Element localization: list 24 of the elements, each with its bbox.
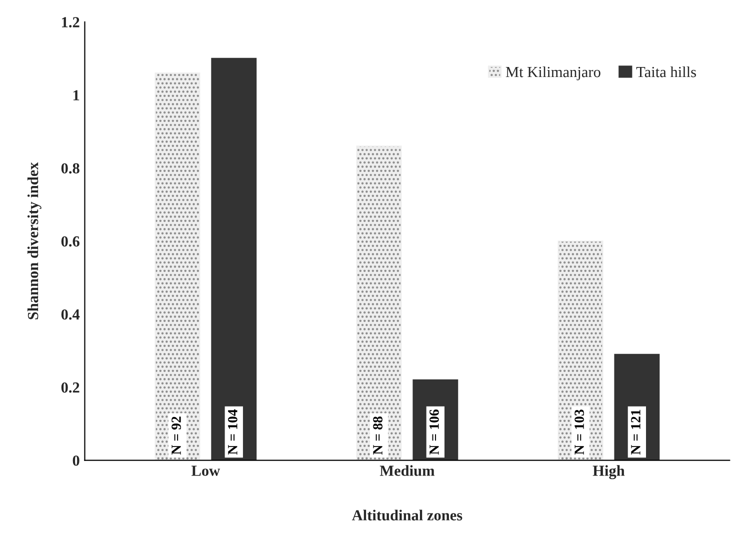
annotation: N = 104: [228, 409, 238, 455]
legend-label: Mt Kilimanjaro: [506, 66, 600, 80]
annotation: N = 103: [574, 410, 584, 455]
annotation: N = 92: [172, 416, 181, 455]
bar: [211, 58, 257, 460]
annotation: N = 88: [373, 416, 382, 455]
bar: [558, 240, 604, 460]
y-tick-label: 1: [73, 90, 80, 100]
y-tick-label: 0.8: [61, 163, 80, 174]
y-tick-label: 1.2: [62, 17, 80, 28]
y-tick-label: 0: [72, 455, 80, 466]
annotation: N = 106: [430, 410, 439, 455]
x-tick-label: Medium: [380, 465, 435, 476]
y-tick-label: 0.2: [61, 382, 80, 393]
y-tick-label: 0.4: [61, 309, 80, 320]
bar: [356, 146, 402, 460]
y-tick-label: 0.6: [61, 236, 80, 247]
legend-label: Taita hills: [636, 66, 696, 78]
y-axis-title: Shannon diversity index: [27, 162, 42, 320]
annotation: N = 121: [631, 410, 640, 455]
x-tick-label: High: [592, 465, 625, 480]
x-tick-label: Low: [192, 466, 220, 476]
x-axis-title: Altitudinal zones: [352, 510, 462, 520]
bar: [154, 72, 200, 460]
